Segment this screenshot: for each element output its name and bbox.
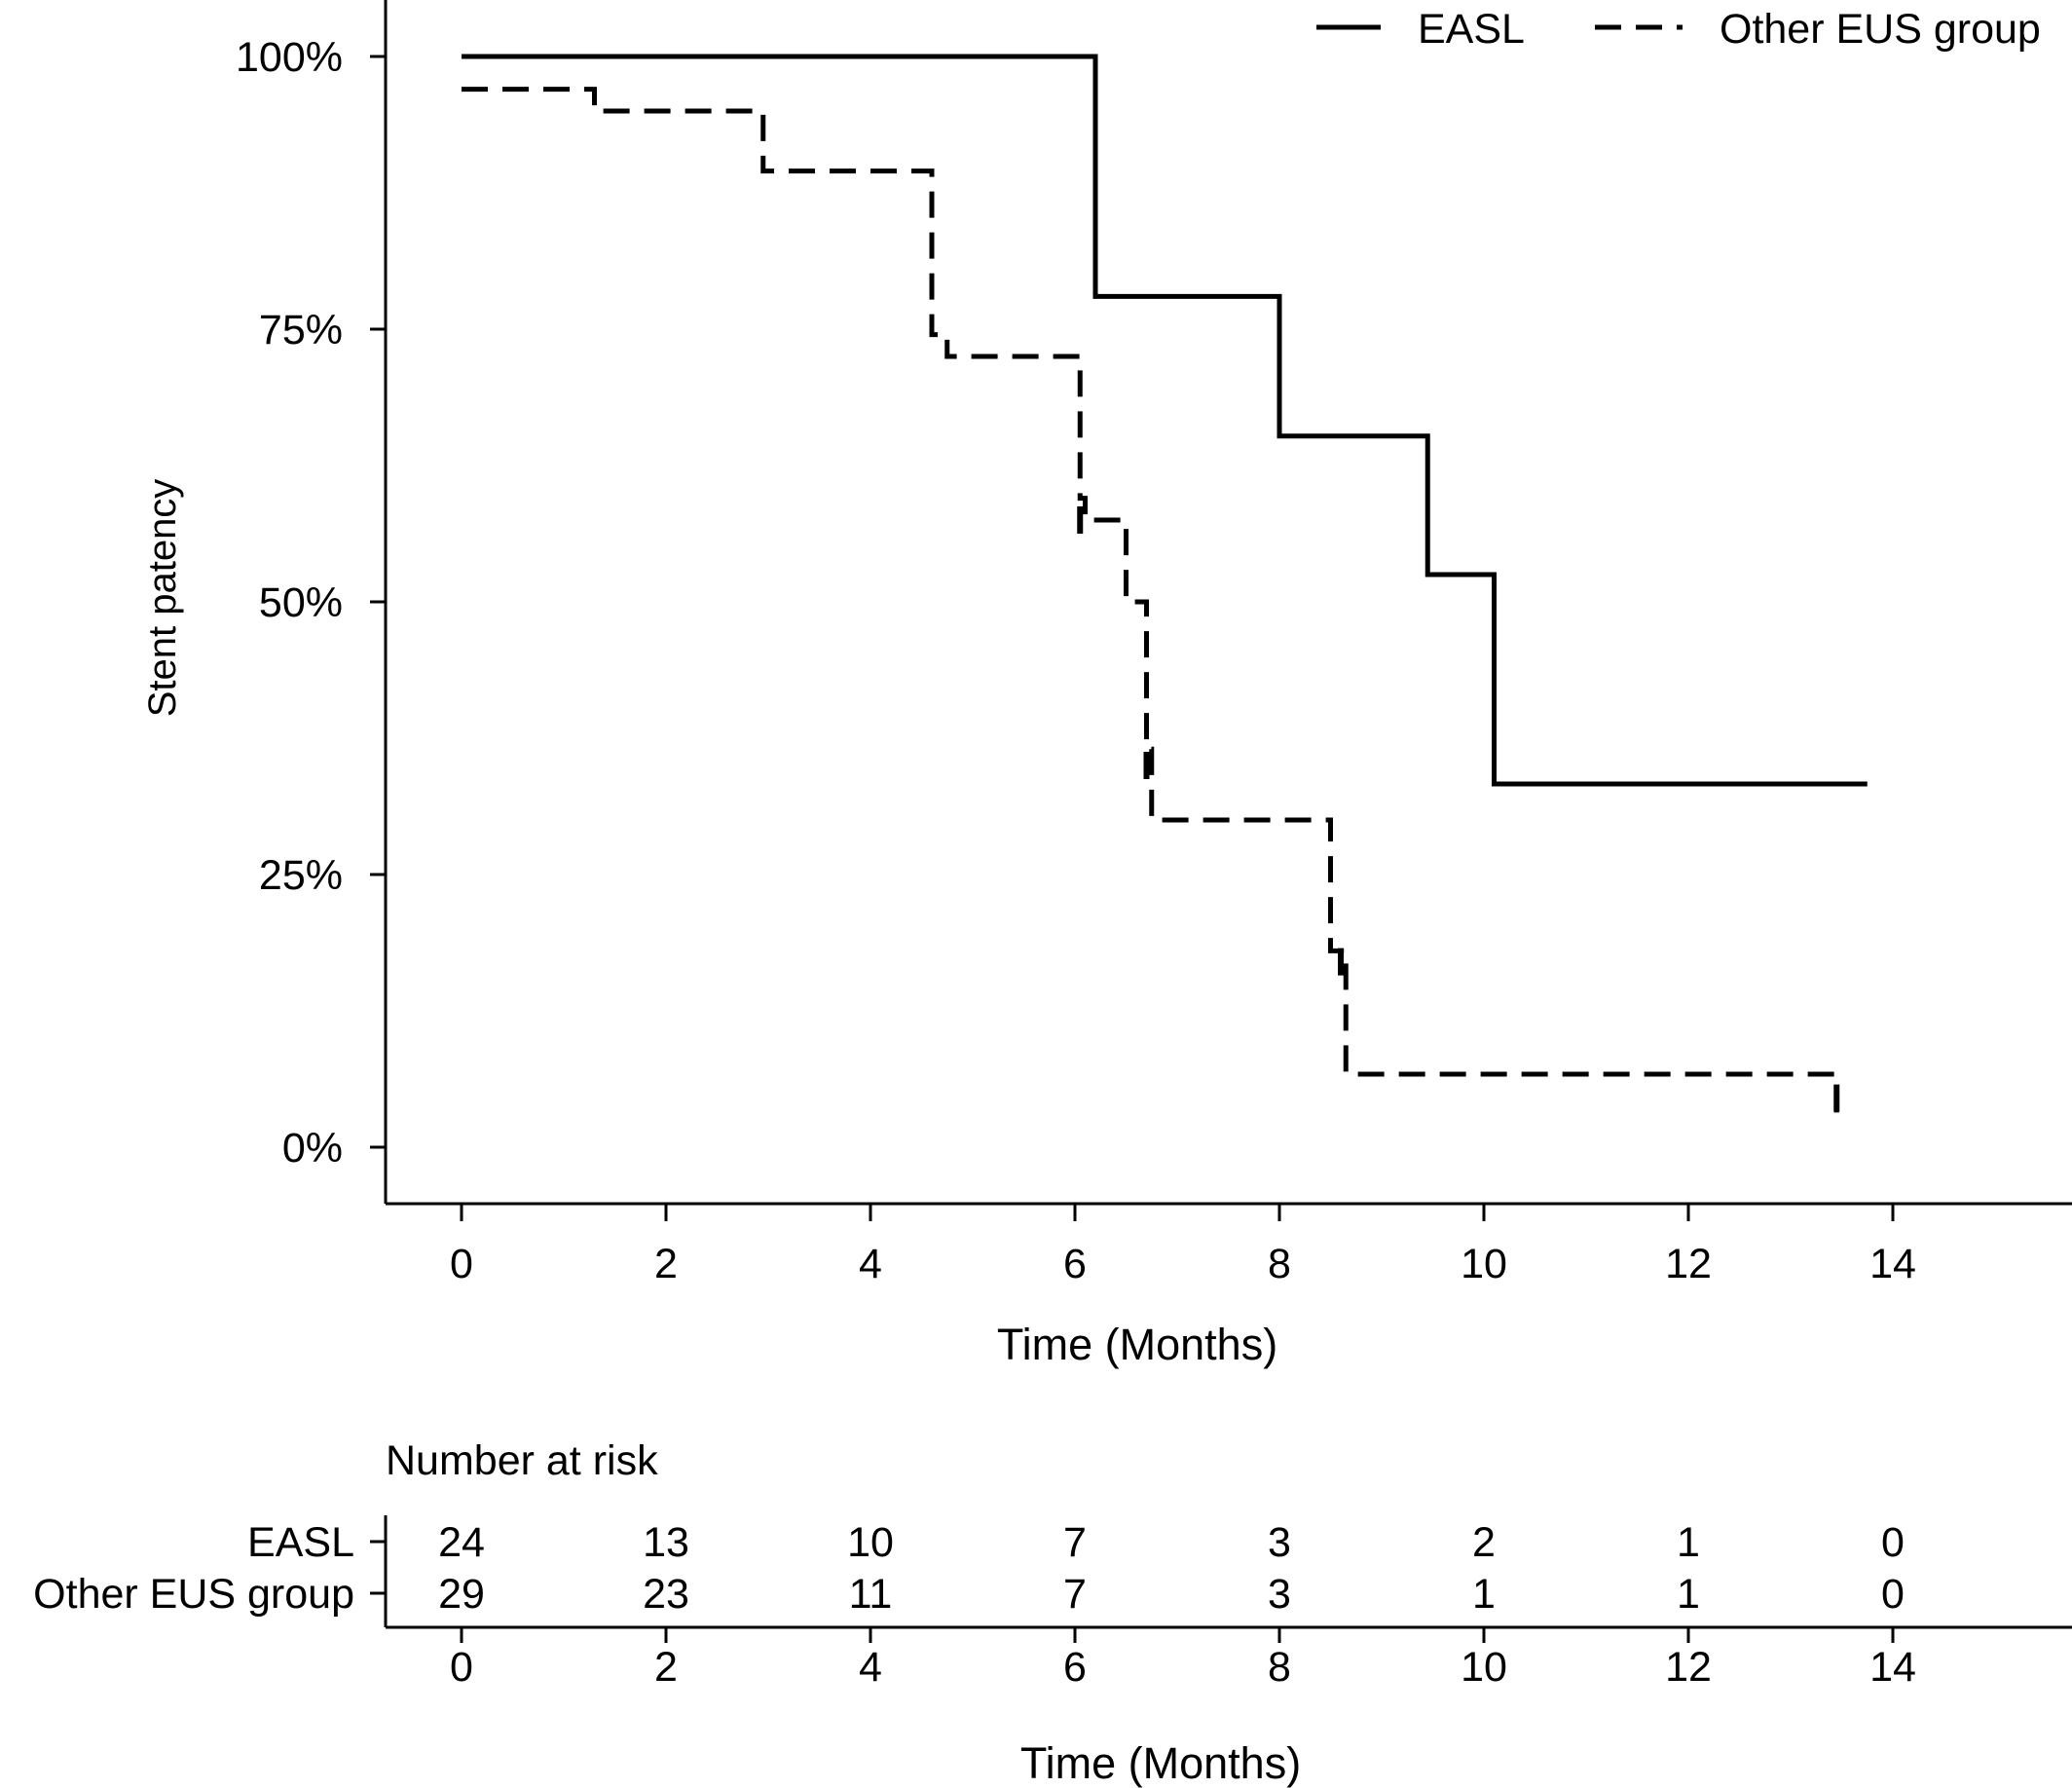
risk-cell-value: 10 xyxy=(847,1519,894,1566)
risk-x-tick-label: 6 xyxy=(1063,1644,1087,1691)
risk-cell-value: 1 xyxy=(1677,1519,1700,1566)
risk-x-tick-label: 8 xyxy=(1268,1644,1291,1691)
x-tick-label: 10 xyxy=(1461,1241,1507,1287)
risk-x-ticks: 0 2 4 6 8 10 12 14 xyxy=(450,1627,1916,1691)
risk-row-label: Other EUS group xyxy=(33,1571,354,1618)
y-axis-label: Stent patency xyxy=(141,479,184,718)
risk-table-x-axis-label: Time (Months) xyxy=(1020,1738,1301,1788)
risk-cell-value: 1 xyxy=(1472,1571,1496,1618)
x-tick-label: 4 xyxy=(859,1241,882,1287)
risk-cell-value: 23 xyxy=(643,1571,689,1618)
risk-cell-value: 13 xyxy=(643,1519,689,1566)
main-plot: 0% 25% 50% 75% 100% 0 2 4 6 8 10 12 14 Stent patenc… xyxy=(141,0,2072,1369)
x-axis-label: Time (Months) xyxy=(997,1320,1277,1369)
x-tick-label: 8 xyxy=(1268,1241,1291,1287)
risk-x-tick-label: 14 xyxy=(1869,1644,1916,1691)
risk-cell-value: 3 xyxy=(1268,1519,1291,1566)
risk-x-tick-label: 0 xyxy=(450,1644,473,1691)
series-easl-line xyxy=(462,54,1868,787)
series-layer xyxy=(462,54,1868,1115)
risk-x-tick-label: 12 xyxy=(1665,1644,1712,1691)
series-other-eus-group-line xyxy=(462,87,1839,1115)
risk-cell-value: 29 xyxy=(438,1571,485,1618)
risk-cell-value: 7 xyxy=(1063,1519,1087,1566)
x-ticks: 0 2 4 6 8 10 12 14 xyxy=(450,1204,1916,1287)
legend-other-eus-label: Other EUS group xyxy=(1720,6,2041,53)
risk-cell-value: 24 xyxy=(438,1519,485,1566)
x-tick-label: 0 xyxy=(450,1241,473,1287)
risk-cell-value: 0 xyxy=(1881,1571,1905,1618)
risk-x-tick-label: 2 xyxy=(654,1644,678,1691)
y-tick-label: 50% xyxy=(259,579,343,626)
risk-cell-value: 11 xyxy=(849,1571,893,1618)
risk-cell-value: 7 xyxy=(1063,1571,1087,1618)
risk-cell-value: 1 xyxy=(1677,1571,1700,1618)
y-tick-label: 0% xyxy=(282,1125,343,1172)
x-tick-label: 6 xyxy=(1063,1241,1087,1287)
y-tick-label: 100% xyxy=(236,34,343,81)
x-tick-label: 2 xyxy=(654,1241,678,1287)
legend: EASL Other EUS group xyxy=(1316,6,2041,53)
y-ticks: 0% 25% 50% 75% 100% xyxy=(236,34,386,1172)
legend-easl-label: EASL xyxy=(1418,6,1525,53)
y-tick-label: 25% xyxy=(259,852,343,899)
risk-table-title: Number at risk xyxy=(386,1437,658,1484)
risk-x-tick-label: 4 xyxy=(859,1644,882,1691)
x-tick-label: 12 xyxy=(1665,1241,1712,1287)
risk-cell-value: 0 xyxy=(1881,1519,1905,1566)
y-tick-label: 75% xyxy=(259,307,343,354)
x-tick-label: 14 xyxy=(1869,1241,1916,1287)
risk-cell-value: 2 xyxy=(1472,1519,1496,1566)
risk-x-tick-label: 10 xyxy=(1461,1644,1507,1691)
risk-cell-value: 3 xyxy=(1268,1571,1291,1618)
risk-row-label: EASL xyxy=(247,1519,354,1566)
